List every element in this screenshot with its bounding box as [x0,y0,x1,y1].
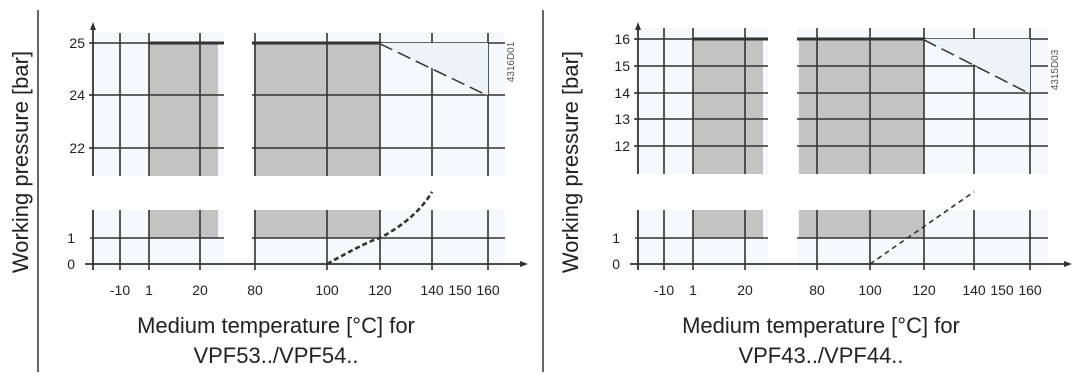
x-tick-label: 120 [368,282,392,298]
x-tick-label: 120 [912,282,936,298]
y-tick-label: 22 [69,140,85,156]
x-tick-label: 20 [192,282,208,298]
x-axis-arrow [520,261,528,267]
x-tick-label: 80 [809,282,825,298]
shaded-range-lower-right [799,210,924,238]
y-tick-label: 24 [69,87,85,103]
x-tick-label: 150 [990,282,1014,298]
min-pressure-line [326,191,434,266]
y-axis-arrow [90,22,96,30]
y-axis-title: Working pressure [bar] [558,51,583,273]
shaded-range-lower-left [693,210,763,238]
x-tick-label: 150 [448,282,472,298]
derating-area [924,39,1030,93]
y-tick-label: 14 [614,85,630,101]
y-tick-label: 0 [67,256,75,272]
x-tick-label: 1 [145,282,153,298]
x-axis-title: Medium temperature [°C] for [682,313,960,338]
shaded-range-upper-left [693,39,763,174]
x-tick-label: 80 [247,282,263,298]
x-tick-label: 160 [1018,282,1042,298]
y-axis-arrow [635,22,641,30]
y-tick-label: 1 [612,230,620,246]
x-tick-label: -10 [110,282,130,298]
shaded-range-upper-right [254,43,380,176]
x-axis-arrow [1064,261,1072,267]
x-tick-label: -10 [654,282,674,298]
valve-model-label: VPF53../VPF54.. [193,343,358,368]
y-tick-label: 1 [67,230,75,246]
derating-area [380,43,488,95]
shaded-range-upper-right [799,39,924,174]
x-tick-label: 140 [420,282,444,298]
drawing-code: 4316D01 [506,41,517,82]
drawing-code: 4315D03 [1050,49,1061,90]
valve-model-label: VPF43../VPF44.. [738,343,903,368]
shaded-range-upper-left [149,43,218,176]
x-tick-label: 160 [476,282,500,298]
y-tick-label: 13 [614,111,630,127]
x-tick-label: 100 [858,282,882,298]
x-axis-title: Medium temperature [°C] for [137,313,415,338]
y-axis-title: Working pressure [bar] [8,51,33,273]
y-tick-label: 15 [614,58,630,74]
min-pressure-line [869,191,975,265]
x-tick-label: 20 [737,282,753,298]
shaded-range-lower-left [149,210,218,238]
shaded-range-lower-right [254,210,380,238]
y-tick-label: 25 [69,35,85,51]
x-tick-label: 100 [315,282,339,298]
y-tick-label: 0 [612,256,620,272]
y-tick-label: 16 [614,31,630,47]
x-tick-label: 140 [962,282,986,298]
y-tick-label: 12 [614,138,630,154]
x-tick-label: 1 [689,282,697,298]
